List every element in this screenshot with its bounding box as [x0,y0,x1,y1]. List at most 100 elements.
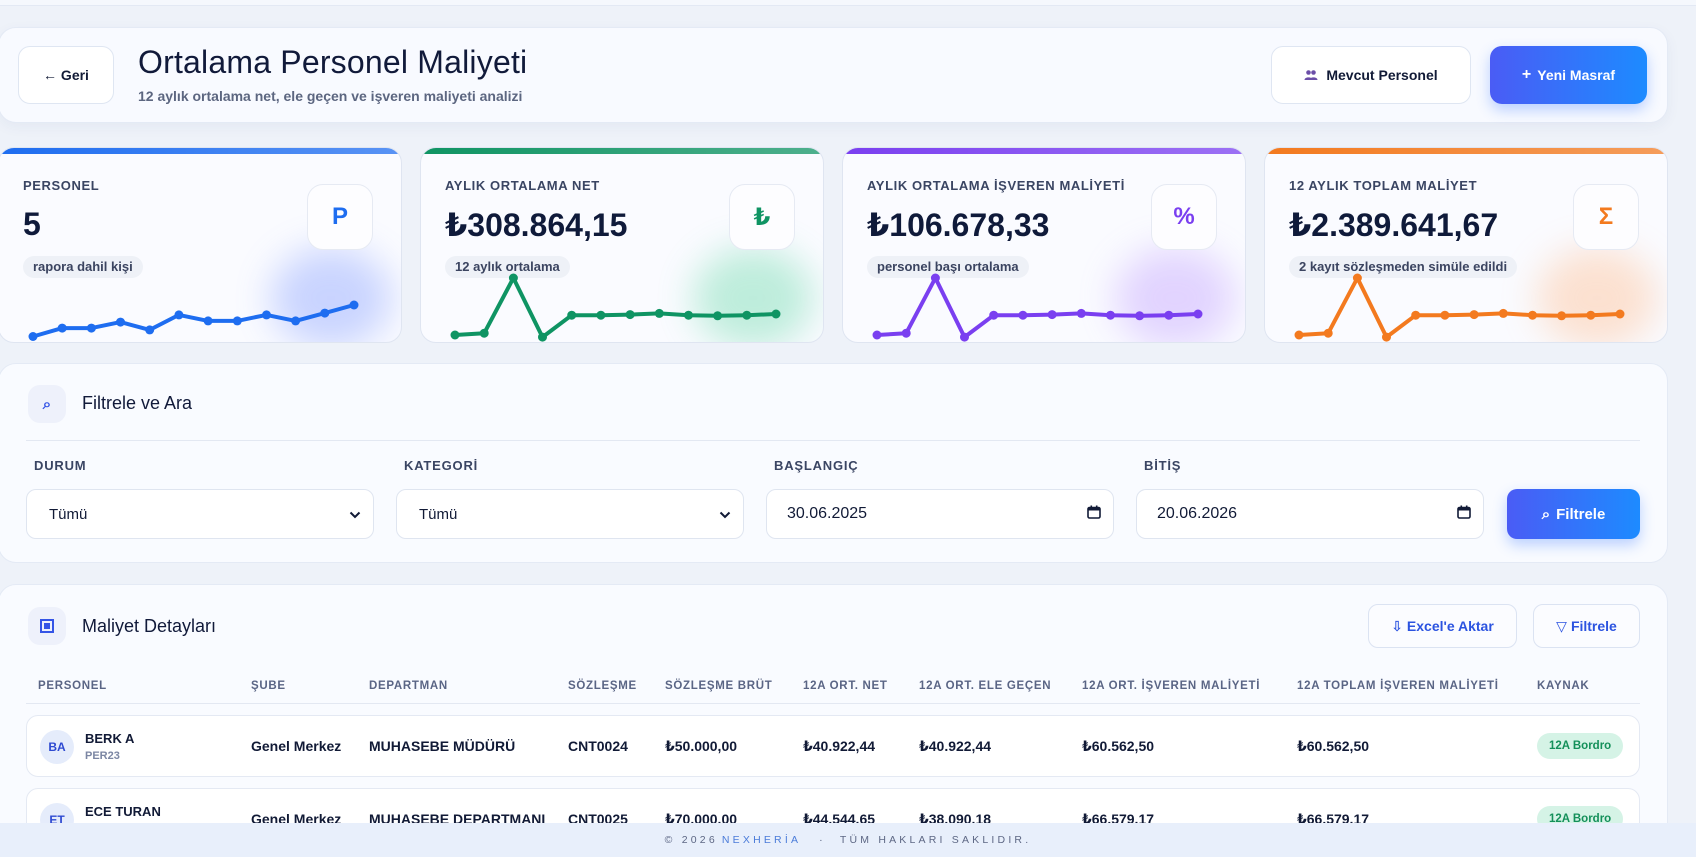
accent-bar [843,148,1245,154]
divider [26,703,1640,704]
plus-icon: + [1521,66,1532,83]
start-date-input[interactable]: 30.06.2025 [766,489,1114,539]
category-label: KATEGORİ [404,458,479,473]
column-header[interactable]: 12A TOPLAM İŞVEREN MALİYETİ [1297,680,1499,692]
status-select[interactable]: Tümü [26,489,374,539]
users-icon [1304,69,1318,81]
column-header[interactable]: ŞUBE [251,680,286,692]
sparkline-point [203,316,213,326]
sparkline-point [1498,308,1508,318]
sparkline [28,300,359,341]
end-date-input[interactable]: 20.06.2026 [1136,489,1484,539]
stat-icon: ₺ [729,184,795,250]
stat-label: AYLIK ORTALAMA NET [445,178,600,193]
total-employer-cost-cell: ₺60.562,50 [1297,738,1370,754]
column-header[interactable]: KAYNAK [1537,680,1590,692]
sparkline-line [1297,276,1622,340]
card-glow [1537,248,1657,342]
accent-bar [0,148,401,154]
stat-caption: 2 kayıt sözleşmeden simüle edildi [1289,256,1518,278]
sparkline-point [901,328,911,338]
stat-value: ₺106.678,33 [867,207,1050,243]
sparkline-point [174,310,184,320]
column-header[interactable]: SÖZLEŞME BRÜT [665,680,773,692]
sparkline-point [1164,310,1174,320]
sparkline-point [508,273,518,283]
employee-code: PER23 [85,750,120,762]
sparkline-point [872,330,882,340]
filter-button[interactable]: ⌕ Filtrele [1507,489,1640,539]
sparkline-point [1382,332,1391,342]
source-badge: 12A Bordro [1537,733,1624,759]
stat-caption: personel başı ortalama [867,256,1029,278]
sparkline-point [349,300,359,310]
sparkline-point [1352,273,1362,283]
cost-details-title: Maliyet Detayları [82,616,217,636]
download-icon: ⇩ [1391,617,1403,634]
sparkline-point [538,332,547,342]
table-filter-button[interactable]: ▽ Filtrele [1533,604,1640,648]
stat-icon: Σ [1573,184,1639,250]
stat-value: ₺2.389.641,67 [1289,207,1499,243]
sparkline-point [1411,310,1421,320]
sparkline-point [1076,308,1086,318]
calendar-icon[interactable] [1087,505,1101,523]
stat-icon: % [1151,184,1217,250]
column-header[interactable]: PERSONEL [38,680,107,692]
category-select[interactable]: Tümü [396,489,744,539]
column-header[interactable]: DEPARTMAN [369,680,448,692]
column-header[interactable]: 12A ORT. İŞVEREN MALİYETİ [1082,680,1261,692]
sparkline-point [684,310,693,320]
stat-icon: P [307,184,373,250]
table-row[interactable] [26,715,1640,777]
sparkline-point [86,323,96,333]
current-staff-button[interactable]: Mevcut Personel [1271,46,1471,104]
chevron-down-icon [719,506,731,523]
page-subtitle: 12 aylık ortalama net, ele geçen ve işve… [138,88,523,104]
calendar-icon[interactable] [1457,505,1471,523]
page-title: Ortalama Personel Maliyeti [138,44,528,80]
sparkline-point [596,310,606,320]
column-header[interactable]: 12A ORT. ELE GEÇEN [919,680,1052,692]
stat-label: 12 AYLIK TOPLAM MALİYET [1289,178,1478,193]
sparkline-point [450,330,460,340]
sparkline-point [1528,310,1537,320]
sparkline-point [1615,309,1625,319]
sparkline-point [28,332,38,341]
chevron-down-icon [349,506,361,523]
sparkline-point [1294,330,1304,340]
sparkline-point [1193,309,1203,319]
start-date-label: BAŞLANGIÇ [774,458,859,473]
card-glow [271,248,391,342]
sparkline-point [930,273,940,283]
stat-value: ₺308.864,15 [445,207,628,243]
sparkline-point [291,316,301,326]
avatar: BA [40,730,74,764]
employee-name: ECE TURAN [85,804,161,819]
sparkline-point [625,310,635,320]
sparkline-point [1106,310,1115,320]
sparkline-line [453,276,778,340]
branch-cell: Genel Merkez [251,738,342,754]
new-expense-button[interactable]: + Yeni Masraf [1490,46,1647,104]
search-icon: ⌕ [1541,505,1551,523]
column-header[interactable]: SÖZLEŞME [568,680,637,692]
sparkline-point [771,309,781,319]
sparkline [1294,273,1625,342]
column-header[interactable]: 12A ORT. NET [803,680,888,692]
department-cell: MUHASEBE MÜDÜRÜ [369,738,516,754]
back-button[interactable]: ← Geri [18,46,114,104]
filter-icon: ▽ [1556,617,1567,634]
footer: © 2026 NEXHERİA · TÜM HAKLARI SAKLIDIR. [0,823,1696,857]
export-excel-button[interactable]: ⇩ Excel'e Aktar [1368,604,1517,648]
take-home-cell: ₺40.922,44 [919,738,992,754]
sparkline-point [57,323,67,333]
stat-value: 5 [23,206,41,242]
contract-cell: CNT0024 [568,738,628,754]
brand-link[interactable]: NEXHERİA [721,834,802,846]
top-strip [0,0,1696,6]
stat-card: PERSONEL 5 rapora dahil kişi P [0,147,402,343]
sparkline-point [1135,311,1145,321]
stat-caption: rapora dahil kişi [23,256,143,278]
sparkline-point [1469,310,1479,320]
